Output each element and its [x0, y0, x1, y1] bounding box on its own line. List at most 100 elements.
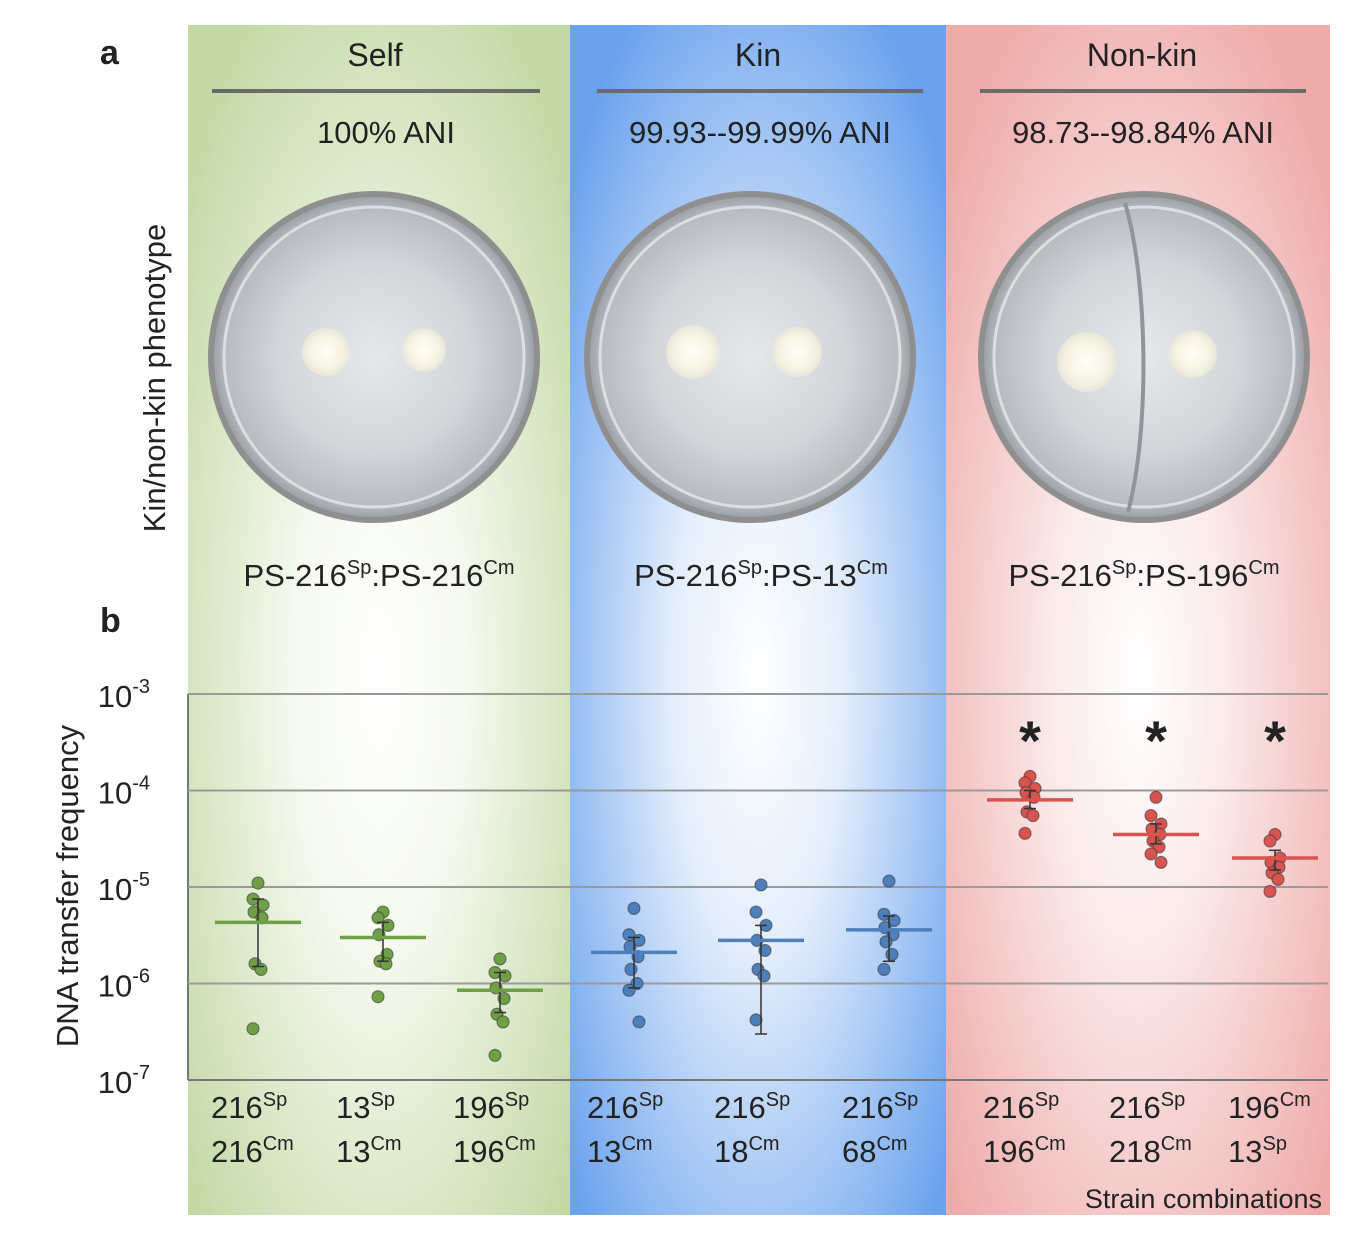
group-header-self: Self 100% ANI [212, 37, 540, 150]
group-header-kin: Kin 99.93--99.99% ANI [597, 37, 923, 150]
data-point [371, 911, 385, 925]
data-point [381, 918, 395, 933]
data-point [251, 876, 265, 890]
data-point [627, 901, 641, 916]
y-tick-label: 10-7 [98, 1062, 150, 1100]
panel-label-a: a [100, 34, 120, 72]
data-point [885, 947, 899, 962]
x-tick-label: 216Sp [983, 1089, 1059, 1125]
x-tick-label: 218Cm [1109, 1133, 1192, 1169]
category-2 [340, 905, 426, 1004]
pair-label-nonkin: PS-216Sp:PS-196Cm [1009, 557, 1280, 593]
data-point [379, 957, 393, 971]
category-7: * [987, 709, 1073, 840]
pair-label-kin: PS-216Sp:PS-13Cm [634, 557, 888, 593]
category-3 [457, 952, 543, 1062]
category-4 [591, 901, 677, 1029]
data-point [1149, 790, 1163, 804]
data-point [488, 1048, 502, 1062]
data-point [496, 1015, 510, 1029]
data-point [749, 1013, 763, 1027]
data-point [1263, 884, 1277, 899]
data-point [1018, 826, 1032, 840]
x-tick-label: 13Cm [587, 1133, 653, 1169]
group-title-nonkin: Non-kin [1087, 37, 1197, 73]
data-point [887, 913, 901, 928]
x-tick-label: 13Cm [336, 1133, 402, 1169]
data-point [497, 991, 511, 1006]
x-tick-label: 18Cm [714, 1133, 780, 1169]
data-point [757, 969, 771, 983]
x-tick-label: 196Cm [453, 1133, 536, 1169]
data-point [877, 907, 891, 922]
data-point [879, 935, 893, 949]
ani-label-kin: 99.93--99.99% ANI [629, 115, 891, 150]
colony-left [302, 328, 350, 376]
plate-kin [584, 191, 916, 523]
data-point [1263, 834, 1277, 848]
data-point [758, 943, 772, 958]
colony-right [402, 328, 446, 372]
x-tick-labels: 216Sp 216Cm 13Sp 13Cm 196Sp 196Cm 216Sp 13Cm 216… [211, 1089, 1311, 1169]
data-point [877, 962, 891, 976]
ani-label-nonkin: 98.73--98.84% ANI [1012, 115, 1274, 150]
data-point [1271, 872, 1285, 886]
group-title-self: Self [347, 37, 402, 73]
data-point [754, 878, 768, 892]
y-tick-label: 10-3 [98, 676, 150, 714]
category-5 [718, 878, 804, 1035]
colony-right [1169, 330, 1217, 378]
phenotype-axis-label: Kin/non-kin phenotype [137, 224, 172, 533]
data-point [1154, 855, 1168, 869]
data-point [246, 1022, 260, 1036]
group-title-kin: Kin [735, 37, 781, 73]
x-tick-label: 13Sp [336, 1089, 395, 1125]
colony-right [772, 327, 822, 377]
y-tick-label: 10-5 [98, 869, 150, 907]
x-tick-label: 68Cm [842, 1133, 908, 1169]
significance-marker: * [1145, 709, 1167, 772]
y-tick-label: 10-6 [98, 966, 150, 1004]
group-header-nonkin: Non-kin 98.73--98.84% ANI [980, 37, 1306, 150]
y-tick-label: 10-4 [98, 773, 150, 811]
panel-label-b: b [100, 602, 121, 640]
data-point [371, 990, 385, 1004]
data-point [493, 952, 507, 966]
y-tick-labels: 10-3 10-4 10-5 10-6 10-7 [98, 676, 150, 1100]
x-tick-label: 13Sp [1228, 1133, 1287, 1169]
x-tick-label: 216Sp [587, 1089, 663, 1125]
category-6 [846, 874, 932, 976]
x-tick-label: 216Cm [211, 1133, 294, 1169]
significance-marker: * [1264, 709, 1286, 772]
colony-left [666, 325, 720, 379]
category-9: * [1232, 709, 1318, 899]
data-point [254, 962, 268, 976]
pair-label-self: PS-216Sp:PS-216Cm [244, 557, 515, 593]
data-point [624, 962, 638, 976]
x-tick-label: 216Sp [211, 1089, 287, 1125]
x-tick-label: 196Sp [453, 1089, 529, 1125]
plate-nonkin [978, 191, 1310, 523]
x-tick-label: 196Cm [1228, 1089, 1311, 1125]
data-point [1026, 808, 1040, 823]
x-tick-label: 216Sp [842, 1089, 918, 1125]
y-axis-label: DNA transfer frequency [50, 724, 85, 1047]
ani-label-self: 100% ANI [317, 115, 455, 150]
data-point [1144, 808, 1158, 823]
significance-marker: * [1019, 709, 1041, 772]
x-tick-label: 216Sp [1109, 1089, 1185, 1125]
boundary-line [1123, 202, 1146, 513]
category-8: * [1113, 709, 1199, 869]
data-marks: * * * [215, 709, 1318, 1062]
colony-left [1057, 332, 1117, 392]
data-point [498, 969, 512, 983]
data-point [1144, 847, 1158, 861]
data-point [749, 905, 763, 919]
data-point [882, 874, 896, 888]
data-point [632, 1015, 646, 1029]
data-point [622, 983, 636, 997]
x-tick-label: 216Sp [714, 1089, 790, 1125]
plate-self [208, 191, 540, 523]
x-axis-label: Strain combinations [1085, 1184, 1322, 1214]
